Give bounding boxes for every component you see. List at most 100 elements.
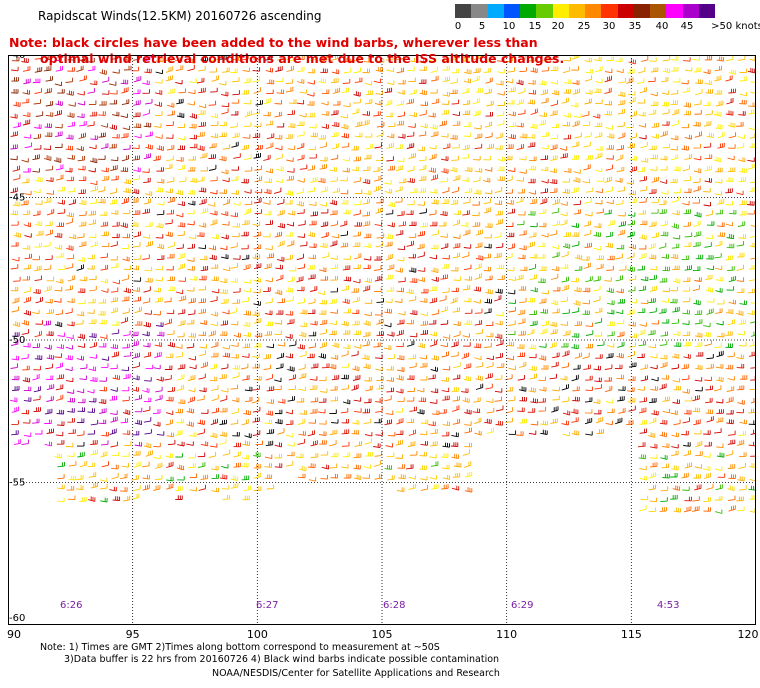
wind-barb xyxy=(429,340,438,347)
wind-barb xyxy=(694,131,702,138)
wind-barb xyxy=(650,101,659,106)
wind-barb xyxy=(692,284,700,292)
wind-barb xyxy=(307,165,315,171)
wind-barb xyxy=(65,263,74,270)
wind-barb xyxy=(705,89,713,94)
wind-barb xyxy=(386,142,394,149)
wind-barb xyxy=(418,58,426,64)
wind-barb xyxy=(242,321,251,327)
wind-barb xyxy=(692,56,700,61)
wind-barb xyxy=(99,477,108,482)
wind-barb xyxy=(584,131,592,138)
wind-barb xyxy=(728,505,736,512)
wind-barb xyxy=(331,78,339,83)
wind-barb xyxy=(475,229,483,236)
wind-barb xyxy=(65,308,73,315)
wind-barb xyxy=(703,497,711,503)
wind-barb xyxy=(408,221,417,227)
wind-barb xyxy=(167,102,175,108)
wind-barb xyxy=(430,429,438,435)
wind-barb xyxy=(67,67,75,72)
wind-barb xyxy=(220,211,229,217)
wind-barb xyxy=(252,311,260,317)
wind-barb xyxy=(285,287,294,293)
wind-barb xyxy=(297,121,305,126)
wind-barb xyxy=(463,376,472,382)
wind-barb xyxy=(134,441,143,447)
wind-barb xyxy=(541,132,550,137)
wind-barb xyxy=(177,476,185,481)
wind-barb xyxy=(362,68,370,74)
wind-barb xyxy=(560,201,568,206)
wind-barb xyxy=(660,76,669,83)
wind-barb xyxy=(441,156,449,161)
wind-barb xyxy=(483,67,492,73)
wind-barb xyxy=(43,320,51,326)
wind-barb xyxy=(320,276,328,281)
wind-barb xyxy=(351,108,360,115)
wind-barb xyxy=(45,255,53,261)
wind-barb xyxy=(222,494,231,500)
wind-barb xyxy=(101,167,109,173)
wind-barb xyxy=(54,56,62,62)
wind-barb xyxy=(353,397,362,402)
wind-barb xyxy=(343,209,351,215)
wind-barb xyxy=(538,278,546,284)
wind-barb xyxy=(341,285,350,291)
wind-barb xyxy=(538,355,547,361)
wind-barb xyxy=(67,121,76,128)
wind-barb xyxy=(681,364,689,370)
wind-barb xyxy=(87,430,96,435)
wind-barb xyxy=(737,476,745,482)
wind-barb xyxy=(638,407,647,414)
wind-barb xyxy=(165,219,173,225)
wind-barb xyxy=(219,156,227,162)
wind-barb xyxy=(529,365,537,371)
wind-barb xyxy=(463,198,471,204)
wind-barb xyxy=(594,384,602,390)
wind-barb xyxy=(550,418,558,424)
colorbar-segment xyxy=(520,4,537,18)
wind-barb xyxy=(233,287,241,293)
wind-barb xyxy=(219,81,227,86)
wind-barb xyxy=(341,124,349,130)
wind-barb xyxy=(505,417,513,423)
wind-barb xyxy=(463,122,472,128)
wind-barb xyxy=(109,124,117,130)
wind-barb xyxy=(330,452,339,458)
wind-barb xyxy=(649,307,657,314)
wind-barb xyxy=(385,253,394,261)
wind-barb xyxy=(276,363,284,370)
wind-barb xyxy=(153,311,161,316)
wind-barb xyxy=(747,163,755,170)
wind-barb xyxy=(46,190,54,195)
wind-barb xyxy=(406,143,415,149)
wind-barb xyxy=(373,175,382,182)
wind-barb xyxy=(11,242,19,247)
wind-barb xyxy=(362,354,370,360)
wind-barb xyxy=(572,120,580,128)
wind-barb xyxy=(296,276,304,283)
wind-barb xyxy=(165,163,173,170)
wind-barb xyxy=(387,201,396,208)
wind-barb xyxy=(254,165,262,171)
wind-barb xyxy=(287,366,295,372)
wind-barb xyxy=(506,266,515,272)
wind-barb xyxy=(417,243,425,250)
wind-barb xyxy=(541,66,550,72)
wind-barb xyxy=(219,407,228,413)
wind-barb xyxy=(607,220,616,226)
wind-barb xyxy=(133,167,141,173)
wind-barb xyxy=(673,166,681,172)
wind-barb xyxy=(484,342,492,348)
wind-barb xyxy=(241,144,249,151)
wind-barb xyxy=(43,66,52,72)
wind-barb xyxy=(562,410,571,416)
wind-barb xyxy=(387,432,396,437)
wind-barb xyxy=(343,276,352,282)
wind-barb xyxy=(385,274,394,280)
wind-barb xyxy=(198,308,206,315)
wind-barb xyxy=(748,109,756,115)
wind-barb xyxy=(616,374,624,380)
wind-barb xyxy=(496,405,504,412)
